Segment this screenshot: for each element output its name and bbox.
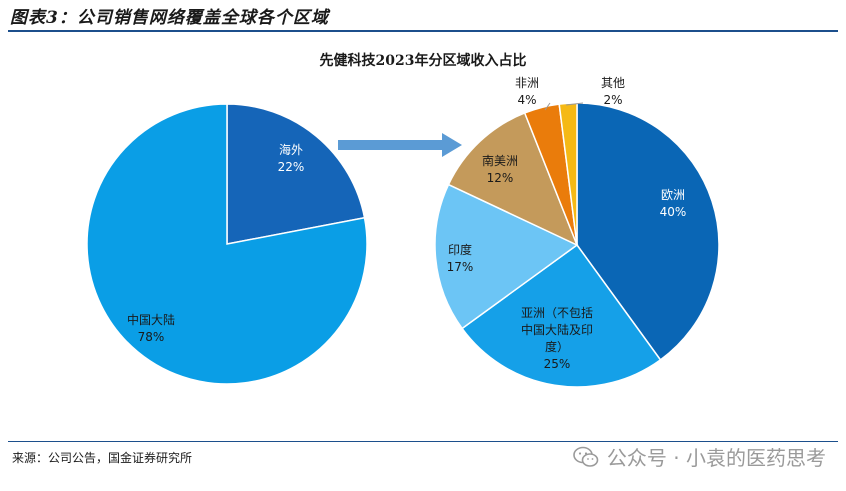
asia-label-line: 度） — [545, 339, 569, 354]
india-label: 印度 17% — [447, 242, 474, 274]
asia-label-line: 中国大陆及印 — [521, 322, 593, 337]
india-label-line: 17% — [447, 260, 474, 274]
bottom-rule — [8, 441, 838, 442]
south-america-label-line: 12% — [487, 171, 514, 185]
top-rule — [8, 30, 838, 32]
chart-title: 先健科技2023年分区域收入占比 — [319, 53, 527, 69]
mainland-china-slice — [86, 103, 368, 385]
overseas-label-line: 22% — [278, 160, 305, 174]
pie-labels: 海外 22% 中国大陆 78% 欧洲 40% 亚洲（不包括中国大陆及印度） 25% 印度 17% 南… — [127, 76, 686, 371]
india-label-line: 印度 — [448, 242, 472, 257]
overseas-slice — [226, 103, 366, 245]
asia-excl-cn-in-slice — [461, 243, 662, 388]
asia-label: 亚洲（不包括中国大陆及印度） 25% — [521, 305, 593, 371]
other-slice — [558, 102, 578, 246]
africa-label-line: 4% — [517, 93, 536, 107]
overseas-label: 海外 22% — [278, 142, 305, 174]
figure-title: 图表3：公司销售网络覆盖全球各个区域 — [10, 8, 329, 28]
europe-label: 欧洲 40% — [660, 188, 687, 219]
arrow-shape — [338, 133, 462, 157]
watermark: 公众号 · 小袁的医药思考 — [573, 442, 826, 471]
africa-leader-line — [544, 102, 551, 111]
asia-label-line: 亚洲（不包括 — [521, 305, 593, 320]
asia-label-line: 25% — [544, 357, 571, 371]
right-pie — [434, 102, 720, 388]
india-slice — [434, 183, 579, 330]
other-leader-line — [565, 102, 584, 106]
other-label-line: 2% — [603, 93, 622, 107]
arrow-icon — [338, 133, 462, 157]
south-america-label-line: 南美洲 — [482, 153, 518, 168]
watermark-text: 公众号 · 小袁的医药思考 — [606, 446, 826, 470]
south-america-label: 南美洲 12% — [482, 153, 518, 185]
europe-label-line: 40% — [660, 205, 687, 219]
other-label-line: 其他 — [601, 76, 625, 90]
mainland-china-label-line: 中国大陆 — [127, 312, 175, 327]
mainland-china-label: 中国大陆 78% — [127, 312, 175, 344]
europe-label-line: 欧洲 — [661, 188, 685, 202]
other-label: 其他 2% — [601, 76, 625, 107]
overseas-label-line: 海外 — [279, 142, 303, 157]
left-pie — [86, 103, 368, 385]
africa-label: 非洲 4% — [515, 76, 539, 107]
africa-label-line: 非洲 — [515, 76, 539, 90]
wechat-icon — [573, 446, 599, 467]
mainland-china-label-line: 78% — [138, 330, 165, 344]
source-note: 来源：公司公告，国金证券研究所 — [12, 451, 193, 465]
south-america-slice — [447, 111, 579, 247]
europe-slice — [576, 102, 720, 361]
